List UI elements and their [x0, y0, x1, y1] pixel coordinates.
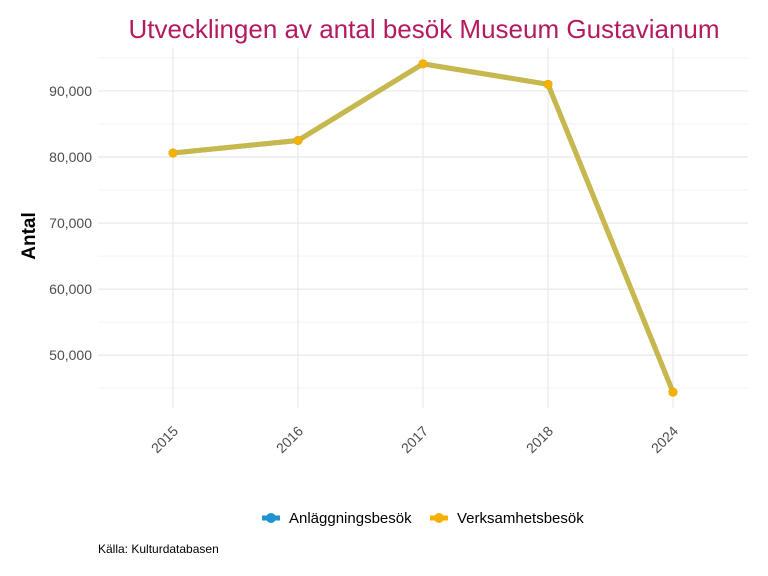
y-tick-label: 60,000: [49, 281, 92, 297]
x-axis-ticks: 2015 2016 2017 2018 2024: [148, 423, 681, 456]
data-point: [668, 387, 678, 397]
gridlines: [98, 48, 748, 408]
x-tick-label: 2018: [523, 423, 556, 456]
data-point: [293, 135, 303, 145]
x-tick-label: 2024: [648, 423, 681, 456]
y-tick-label: 80,000: [49, 149, 92, 165]
y-tick-label: 70,000: [49, 215, 92, 231]
y-axis-ticks: 50,000 60,000 70,000 80,000 90,000: [49, 83, 92, 363]
legend: Anläggningsbesök Verksamhetsbesök: [262, 510, 584, 527]
y-tick-label: 90,000: [49, 83, 92, 99]
data-point: [168, 148, 178, 158]
legend-key-point: [434, 513, 444, 523]
data-point: [418, 59, 428, 69]
y-tick-label: 50,000: [49, 347, 92, 363]
x-tick-label: 2017: [398, 423, 431, 456]
series-layer: [168, 59, 678, 397]
data-point: [543, 79, 553, 89]
x-tick-label: 2016: [273, 423, 306, 456]
legend-key-point: [266, 513, 276, 523]
caption: Källa: Kulturdatabasen: [98, 542, 219, 556]
chart-title: Utvecklingen av antal besök Museum Gusta…: [128, 14, 719, 44]
y-axis-label: Antal: [19, 212, 40, 260]
legend-label: Anläggningsbesök: [289, 510, 412, 527]
legend-label: Verksamhetsbesök: [457, 510, 584, 527]
x-tick-label: 2015: [148, 423, 181, 456]
